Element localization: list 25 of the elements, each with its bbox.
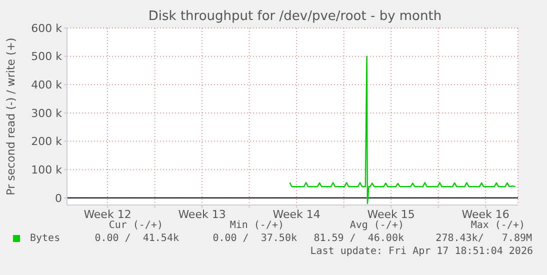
text: 0.00 / 41.54k bbox=[94, 233, 179, 244]
text: 0.00 / 37.50k bbox=[212, 233, 297, 244]
y-tick-label: 500 k bbox=[31, 50, 63, 64]
text: Avg (-/+) bbox=[350, 220, 404, 231]
y-tick-label: 300 k bbox=[31, 106, 63, 120]
text: Max (-/+) bbox=[470, 220, 525, 231]
y-tick-label: 0 bbox=[55, 192, 62, 205]
legend-label: Bytes bbox=[30, 233, 60, 244]
text: Last update: Fri Apr 17 18:51:04 2026 bbox=[310, 246, 533, 257]
text: 278.43k/ 7.89M bbox=[436, 233, 532, 244]
text: Min (-/+) bbox=[230, 220, 284, 231]
text: 81.59 / 46.00k bbox=[314, 233, 404, 244]
text: Cur (-/+) bbox=[108, 220, 163, 231]
chart-title: Disk throughput for /dev/pve/root - by month bbox=[148, 9, 442, 24]
y-axis-title: Pr second read (-) / write (+) bbox=[4, 38, 18, 196]
y-tick-label: 100 k bbox=[31, 164, 63, 177]
x-tick-label: Week 12 bbox=[84, 208, 132, 221]
y-tick-label: 400 k bbox=[31, 78, 63, 92]
x-tick-label: Week 16 bbox=[462, 208, 510, 221]
x-tick-label: Week 15 bbox=[367, 208, 415, 221]
line-series bbox=[289, 56, 516, 204]
x-tick-label: Week 14 bbox=[272, 208, 320, 221]
y-tick-label: 200 k bbox=[31, 135, 63, 148]
y-tick-label: 600 k bbox=[31, 22, 63, 35]
x-tick-label: Week 13 bbox=[178, 208, 226, 221]
